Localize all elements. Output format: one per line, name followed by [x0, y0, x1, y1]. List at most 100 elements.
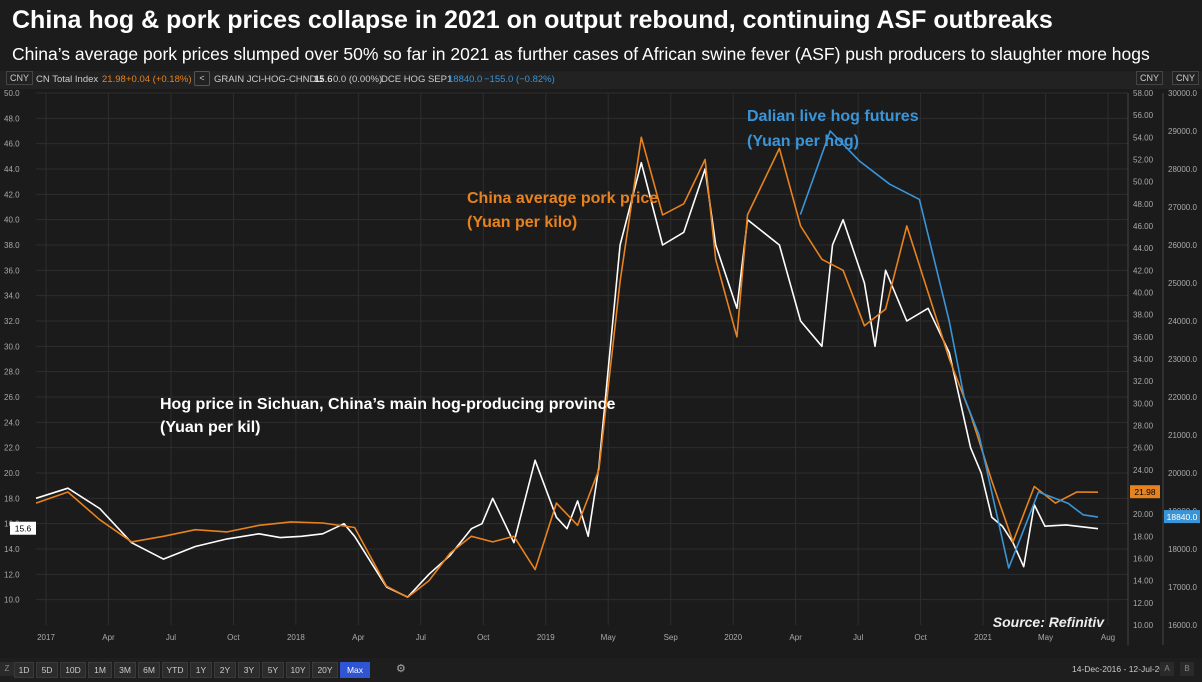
y-left-tick-label: 30.0 [4, 342, 20, 351]
grain-series-name: GRAIN JCI-HOG-CHNDU [214, 74, 324, 85]
dce-series-value: 18840.0 [448, 74, 483, 85]
x-tick-label: Apr [789, 633, 802, 642]
y-left-tick-label: 42.0 [4, 190, 20, 199]
range-button-1d[interactable]: 1D [14, 662, 34, 678]
x-tick-label: Apr [352, 633, 365, 642]
y-mid-tick-label: 10.00 [1133, 621, 1154, 630]
y-mid-tick-label: 56.00 [1133, 111, 1154, 120]
range-button-1m[interactable]: 1M [88, 662, 112, 678]
x-tick-label: Aug [1101, 633, 1115, 642]
y-mid-tick-label: 34.00 [1133, 355, 1154, 364]
range-button-1y[interactable]: 1Y [190, 662, 212, 678]
y-left-tick-label: 10.0 [4, 596, 20, 605]
page-subtitle: China’s average pork prices slumped over… [12, 44, 1150, 64]
y-right-tick-label: 29000.0 [1168, 127, 1197, 136]
y-right-tick-label: 17000.0 [1168, 583, 1197, 592]
y-right-tick-label: 16000.0 [1168, 621, 1197, 630]
y-left-tick-label: 14.0 [4, 545, 20, 554]
y-left-tick-label: 24.0 [4, 418, 20, 427]
y-mid-tick-label: 30.00 [1133, 399, 1154, 408]
range-button-ytd[interactable]: YTD [162, 662, 188, 678]
range-button-3m[interactable]: 3M [114, 662, 136, 678]
currency-selector-left[interactable]: CNY [6, 71, 34, 85]
grain-series-change: 0.0 (0.00%) [333, 74, 383, 85]
y-right-tick-label: 23000.0 [1168, 355, 1197, 364]
y-right-tick-label: 26000.0 [1168, 241, 1197, 250]
settings-icon[interactable]: ⚙ [396, 663, 406, 675]
pork-label: China average pork price [467, 190, 658, 207]
x-tick-label: 2018 [287, 633, 305, 642]
range-button-max[interactable]: Max [340, 662, 370, 678]
y-mid-tick-label: 18.00 [1133, 532, 1154, 541]
y-right-tick-label: 25000.0 [1168, 279, 1197, 288]
corner-a[interactable]: A [1160, 662, 1174, 676]
right-current-tag: 18840.0 [1167, 512, 1198, 522]
left-current-tag: 15.6 [15, 524, 32, 534]
y-mid-tick-label: 24.00 [1133, 466, 1154, 475]
pork-label-unit: (Yuan per kilo) [467, 214, 577, 231]
y-left-tick-label: 20.0 [4, 469, 20, 478]
futures-label: Dalian live hog futures [747, 108, 919, 125]
currency-selector-mid[interactable]: CNY [1136, 71, 1164, 85]
cn-index-name: CN Total Index [36, 74, 99, 85]
y-mid-tick-label: 58.00 [1133, 89, 1154, 98]
date-range[interactable]: 14-Dec-2016 - 12-Jul-2021 [1072, 664, 1174, 674]
futures-label-unit: (Yuan per hog) [747, 133, 859, 150]
x-tick-label: 2020 [724, 633, 742, 642]
zoom-corner[interactable]: Z [0, 662, 14, 676]
y-left-tick-label: 28.0 [4, 368, 20, 377]
series-line [35, 161, 1099, 598]
grain-series-value: 15.6 [314, 74, 333, 85]
y-mid-tick-label: 46.00 [1133, 222, 1154, 231]
page-title: China hog & pork prices collapse in 2021… [12, 6, 1053, 34]
range-button-10d[interactable]: 10D [60, 662, 86, 678]
mid-current-tag-bg [1130, 485, 1160, 499]
range-button-10y[interactable]: 10Y [286, 662, 310, 678]
y-left-tick-label: 46.0 [4, 140, 20, 149]
y-left-tick-label: 26.0 [4, 393, 20, 402]
x-tick-label: May [601, 633, 616, 642]
range-bar: Z 1D 5D 10D 1M 3M 6M YTD 1Y 2Y 3Y 5Y 10Y 20Y Max ⚙ 14… [0, 658, 1202, 682]
cn-index-change: +0.04 (+0.18%) [126, 74, 192, 85]
x-tick-label: Apr [102, 633, 115, 642]
range-button-5y[interactable]: 5Y [262, 662, 284, 678]
y-mid-tick-label: 44.00 [1133, 244, 1154, 253]
sichuan-label-unit: (Yuan per kil) [160, 419, 260, 436]
chevron-left-icon[interactable]: < [194, 71, 210, 86]
x-tick-label: Jul [166, 633, 176, 642]
y-left-tick-label: 12.0 [4, 570, 20, 579]
range-button-5d[interactable]: 5D [36, 662, 58, 678]
y-mid-tick-label: 32.00 [1133, 377, 1154, 386]
y-right-tick-label: 21000.0 [1168, 431, 1197, 440]
x-tick-label: May [1038, 633, 1053, 642]
range-button-2y[interactable]: 2Y [214, 662, 236, 678]
y-mid-tick-label: 50.00 [1133, 178, 1154, 187]
range-button-20y[interactable]: 20Y [312, 662, 338, 678]
y-right-tick-label: 30000.0 [1168, 89, 1197, 98]
y-mid-tick-label: 42.00 [1133, 266, 1154, 275]
y-left-tick-label: 36.0 [4, 266, 20, 275]
chart-series [35, 130, 1099, 599]
y-right-tick-label: 24000.0 [1168, 317, 1197, 326]
y-left-tick-label: 38.0 [4, 241, 20, 250]
y-mid-tick-label: 38.00 [1133, 311, 1154, 320]
price-chart: 10.012.014.016.018.020.022.024.026.028.0… [4, 89, 1200, 645]
y-left-tick-label: 22.0 [4, 444, 20, 453]
dce-series-change: −155.0 (−0.82%) [484, 74, 555, 85]
chart-grid [36, 92, 1128, 625]
y-left-tick-label: 48.0 [4, 114, 20, 123]
series-line [799, 130, 1099, 569]
range-button-6m[interactable]: 6M [138, 662, 160, 678]
y-right-tick-label: 27000.0 [1168, 203, 1197, 212]
range-button-3y[interactable]: 3Y [238, 662, 260, 678]
mid-current-tag: 21.98 [1134, 487, 1156, 497]
corner-b[interactable]: B [1180, 662, 1194, 676]
y-left-tick-label: 44.0 [4, 165, 20, 174]
currency-selector-right[interactable]: CNY [1172, 71, 1200, 85]
chart-axes: 10.012.014.016.018.020.022.024.026.028.0… [4, 89, 1197, 645]
chart-labels: Hog price in Sichuan, China’s main hog-p… [10, 108, 1200, 630]
y-mid-tick-label: 40.00 [1133, 289, 1154, 298]
y-mid-tick-label: 14.00 [1133, 577, 1154, 586]
y-left-tick-label: 40.0 [4, 216, 20, 225]
x-tick-label: Jul [416, 633, 426, 642]
